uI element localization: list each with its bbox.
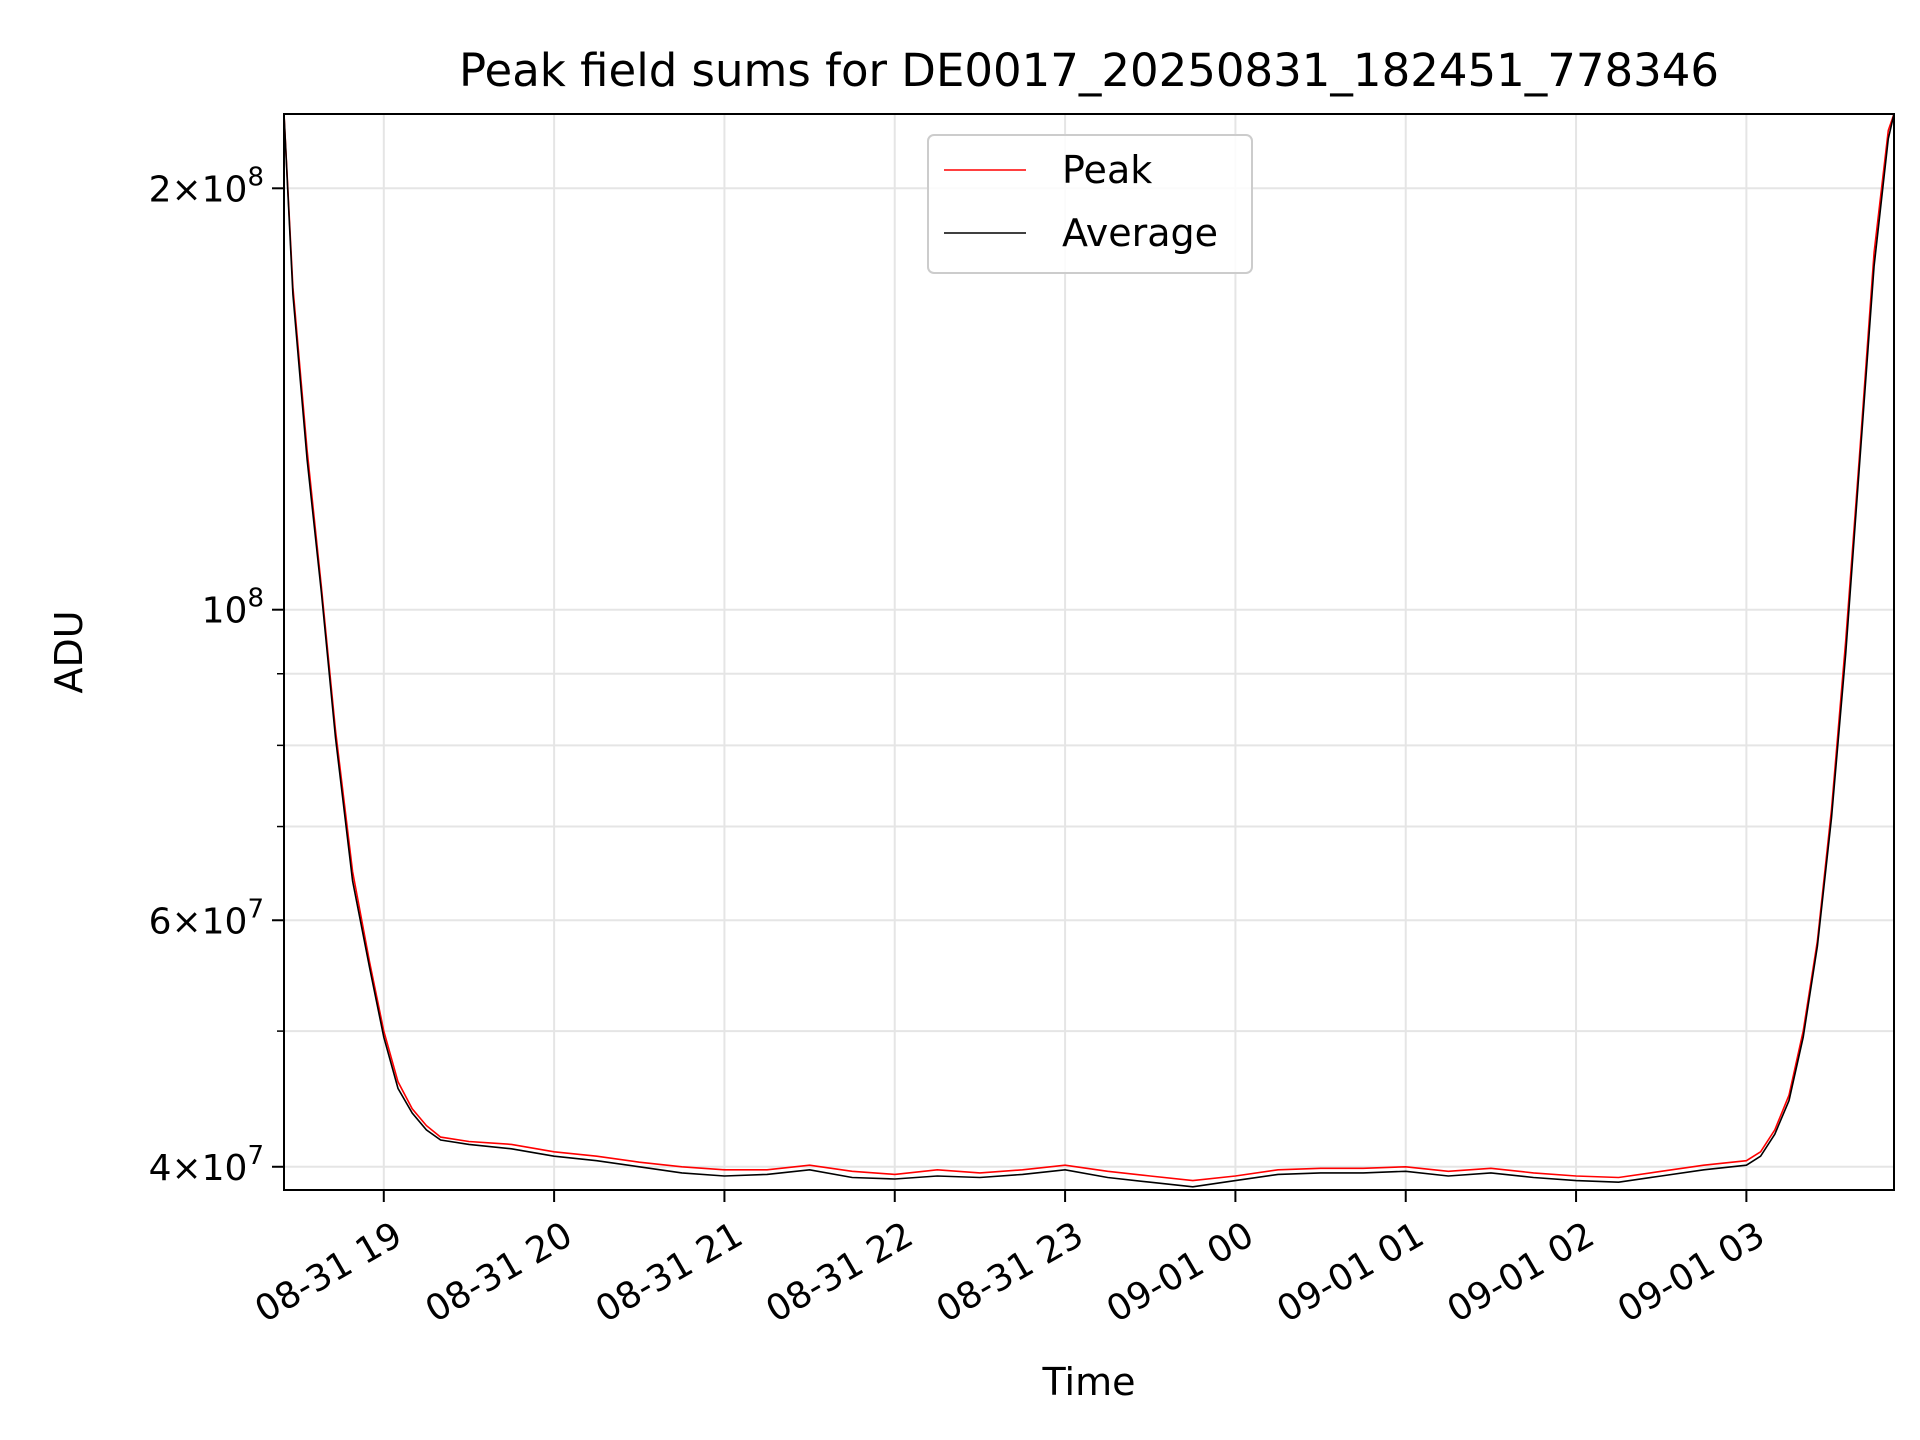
x-axis-title: Time bbox=[1042, 1360, 1136, 1404]
grid bbox=[284, 114, 1894, 1190]
y-tick-label: 108 bbox=[202, 584, 264, 632]
series-line-average bbox=[284, 114, 1894, 1188]
plot-frame bbox=[283, 113, 1895, 1191]
chart-title: Peak field sums for DE0017_20250831_1824… bbox=[459, 44, 1719, 97]
legend-label-average: Average bbox=[1062, 211, 1218, 255]
legend-label-peak: Peak bbox=[1062, 148, 1152, 192]
y-tick-label: 4×107 bbox=[149, 1141, 264, 1189]
y-tick-label: 2×108 bbox=[149, 162, 264, 210]
y-tick-label: 6×107 bbox=[149, 894, 264, 942]
legend: Peak Average bbox=[927, 134, 1253, 274]
series-line-peak bbox=[284, 114, 1894, 1182]
plot-series bbox=[284, 114, 1894, 1188]
y-axis-title: ADU bbox=[47, 610, 91, 693]
